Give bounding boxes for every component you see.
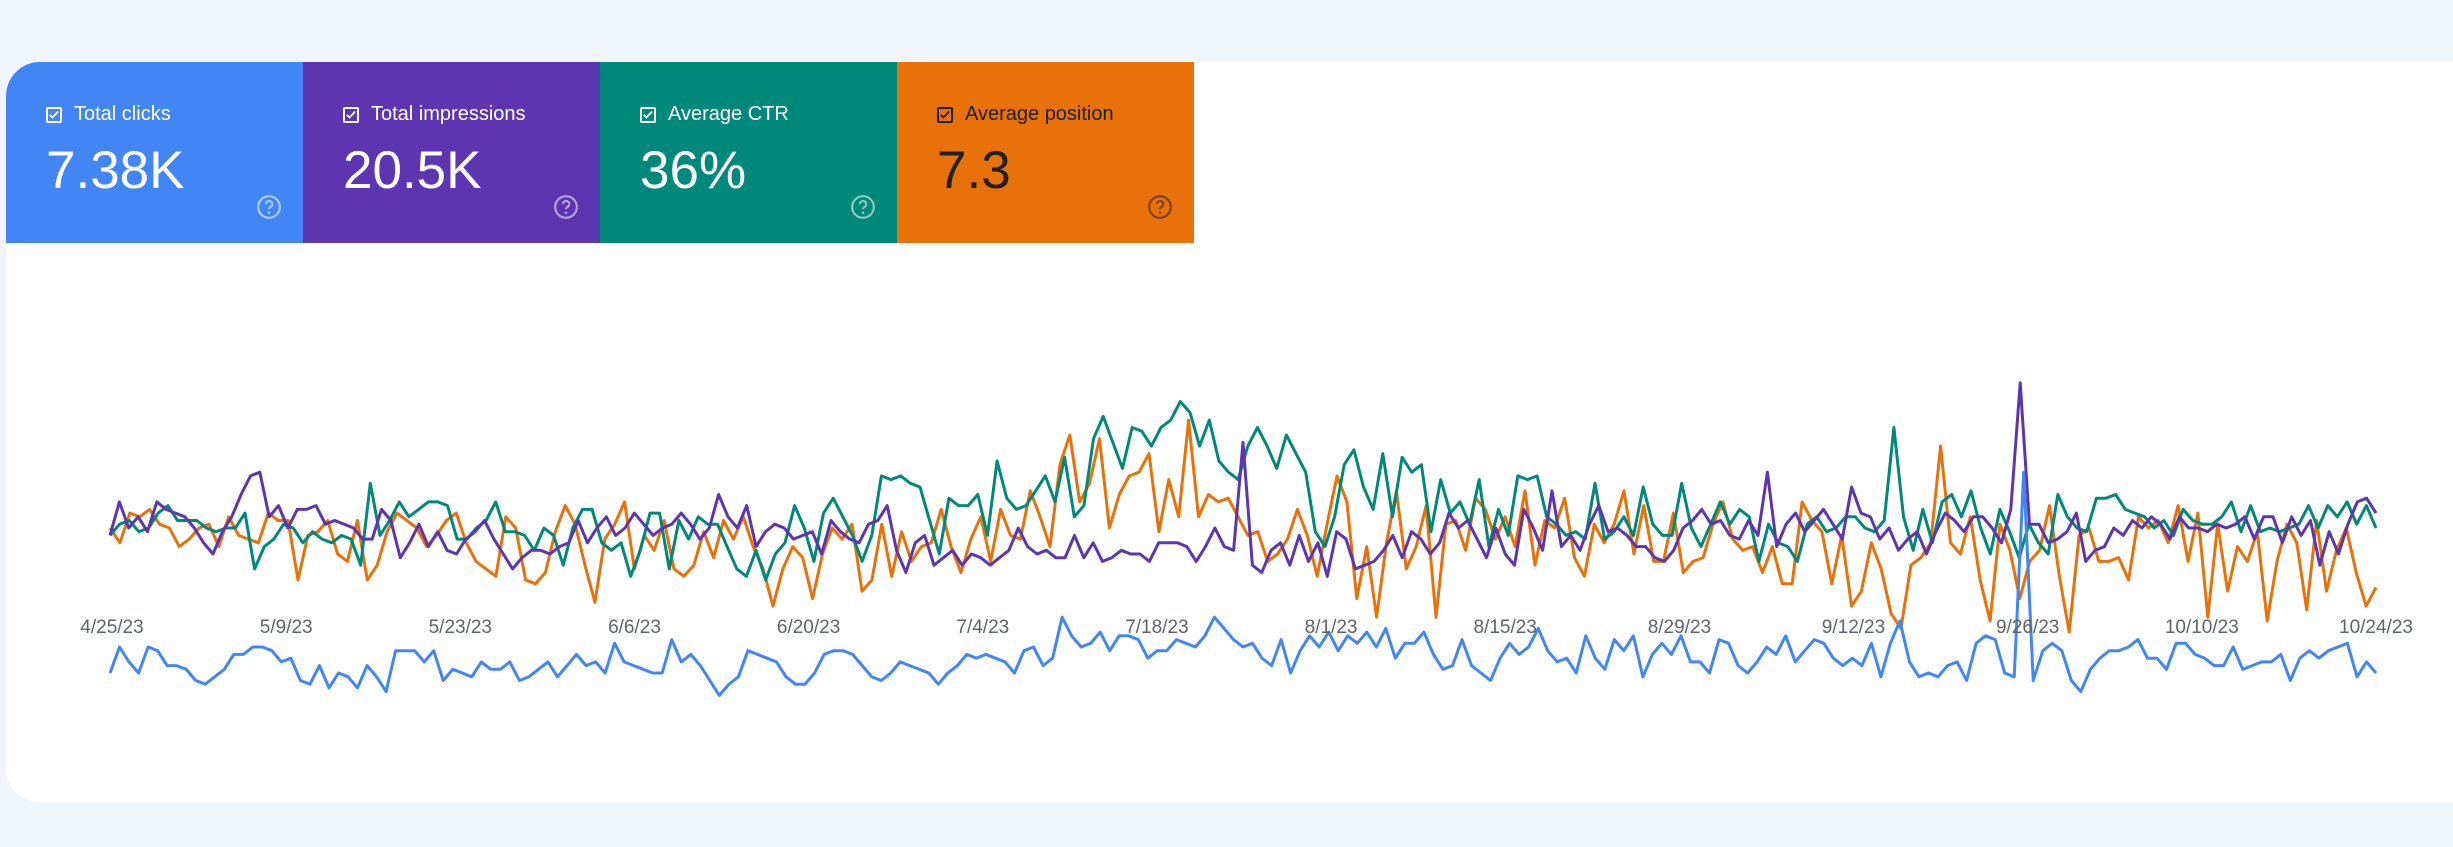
x-tick-label: 7/18/23	[1125, 617, 1188, 638]
metric-tile-total-clicks[interactable]: Total clicks 7.38K	[6, 62, 303, 243]
metric-tiles: Total clicks 7.38K Total impressions 20.…	[6, 62, 1194, 243]
x-tick-label: 8/1/23	[1305, 617, 1358, 638]
x-tick-label: 9/12/23	[1822, 617, 1885, 638]
help-circle-icon[interactable]	[1147, 194, 1173, 220]
help-circle-icon[interactable]	[850, 194, 876, 220]
x-axis: 4/25/23 5/9/23 5/23/23 6/6/23 6/20/23 7/4/23 7…	[80, 617, 2413, 638]
checkbox-icon[interactable]	[343, 106, 359, 123]
metric-value: 36%	[640, 141, 747, 200]
x-tick-label: 9/26/23	[1996, 617, 2059, 638]
x-tick-label: 6/6/23	[608, 617, 661, 638]
help-circle-icon[interactable]	[256, 194, 282, 220]
x-tick-label: 5/9/23	[260, 617, 313, 638]
checkbox-icon[interactable]	[937, 106, 953, 123]
metric-tile-total-impressions[interactable]: Total impressions 20.5K	[303, 62, 600, 243]
checkbox-icon[interactable]	[640, 106, 656, 123]
metric-label: Total impressions	[371, 103, 526, 125]
x-tick-label: 10/10/23	[2165, 617, 2239, 638]
metric-label: Total clicks	[74, 103, 171, 125]
x-tick-label: 4/25/23	[80, 617, 143, 638]
series-line-total-clicks	[108, 470, 2378, 697]
metric-tile-average-position[interactable]: Average position 7.3	[897, 62, 1194, 243]
performance-card: Total clicks 7.38K Total impressions 20.…	[6, 62, 2453, 802]
x-tick-label: 8/15/23	[1473, 617, 1536, 638]
x-tick-label: 8/29/23	[1648, 617, 1711, 638]
metric-value: 7.3	[937, 141, 1011, 200]
x-tick-label: 6/20/23	[777, 617, 840, 638]
x-tick-label: 5/23/23	[429, 617, 492, 638]
metric-value: 20.5K	[343, 141, 482, 200]
x-tick-label: 7/4/23	[956, 617, 1009, 638]
metric-label: Average position	[965, 103, 1114, 125]
metric-label: Average CTR	[668, 103, 789, 125]
help-circle-icon[interactable]	[553, 194, 579, 220]
checkbox-icon[interactable]	[46, 106, 62, 123]
series-line-average-ctr	[108, 400, 2378, 582]
performance-line-chart[interactable]: 4/25/23 5/9/23 5/23/23 6/6/23 6/20/23 7/4/23 7…	[6, 243, 2453, 802]
chart-series-layer	[108, 381, 2378, 697]
series-line-total-impressions	[108, 381, 2378, 578]
x-tick-label: 10/24/23	[2339, 617, 2413, 638]
metric-tile-average-ctr[interactable]: Average CTR 36%	[600, 62, 897, 243]
metric-value: 7.38K	[46, 141, 185, 200]
